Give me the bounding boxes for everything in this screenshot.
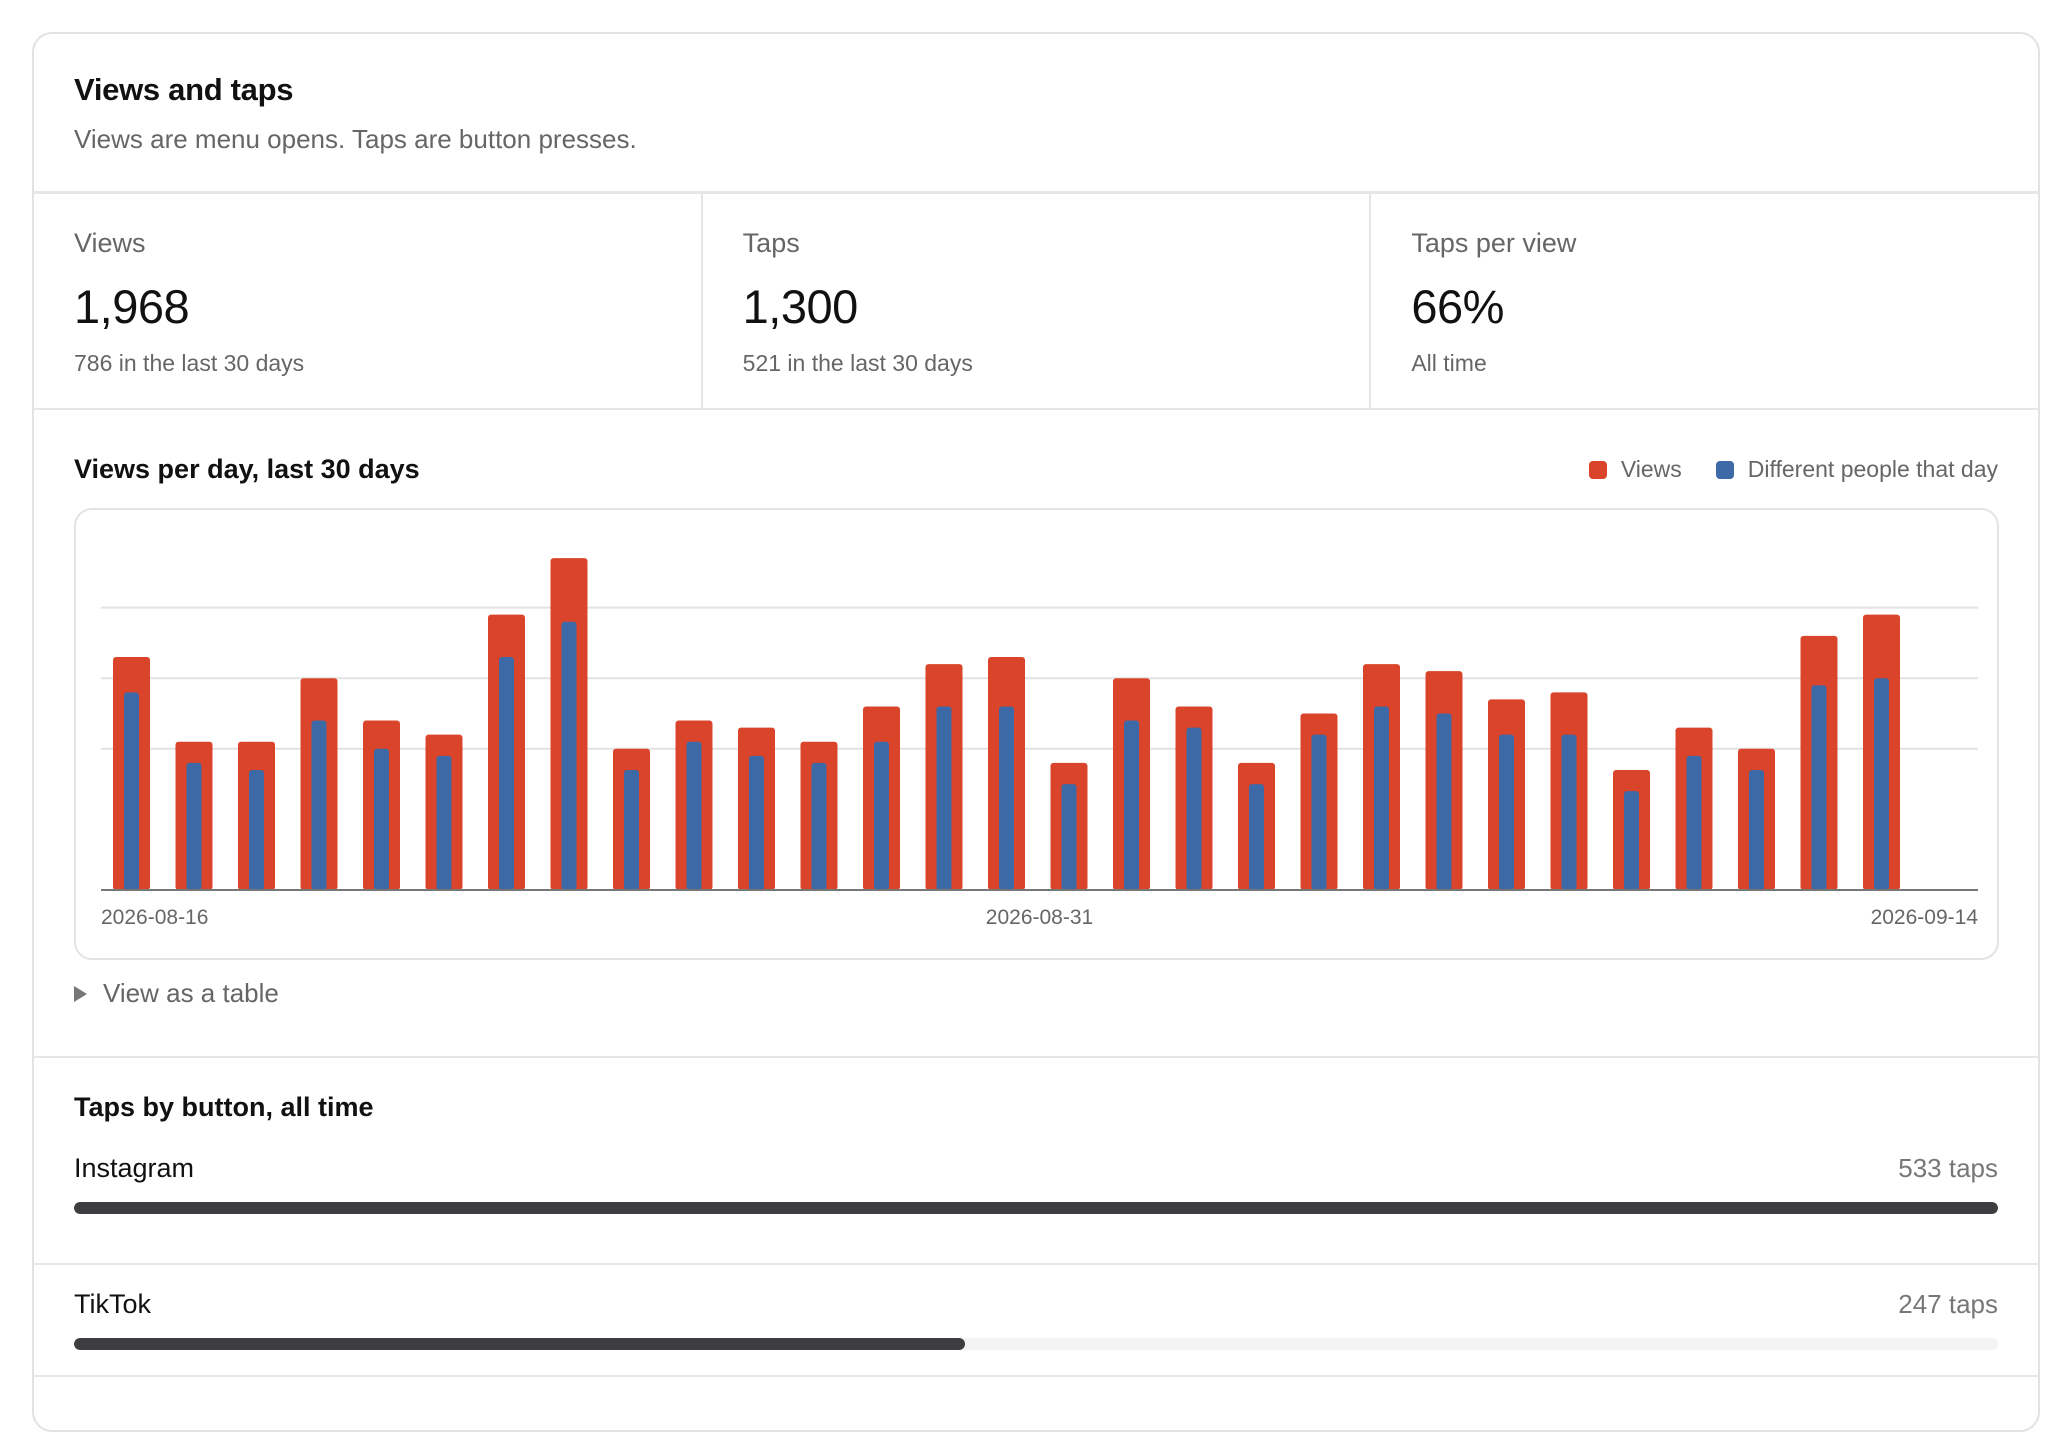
- views-chart-section: Views per day, last 30 days Views Differ…: [34, 410, 2038, 1058]
- button-tap-count: 247 taps: [1898, 1289, 1998, 1319]
- bar-people: [936, 706, 952, 890]
- tap-bar-track: [74, 1202, 1998, 1214]
- tap-bar-fill: [74, 1202, 1998, 1214]
- button-row-tiktok: TikTok 247 taps: [34, 1265, 2038, 1377]
- bar-people: [1124, 720, 1139, 890]
- taps-section-title: Taps by button, all time: [74, 1092, 374, 1122]
- button-row-instagram: Instagram 533 taps: [34, 1153, 2038, 1265]
- bar-people: [1811, 685, 1827, 890]
- legend-label-views: Views: [1620, 456, 1682, 482]
- bar-people: [1249, 784, 1264, 890]
- bar-people: [311, 720, 327, 890]
- bar-people: [1436, 713, 1452, 890]
- tap-bar-track: [74, 1338, 1998, 1350]
- card-subtitle: Views are menu opens. Taps are button pr…: [74, 124, 637, 154]
- legend-swatch-people: [1715, 460, 1734, 479]
- button-name: Instagram: [74, 1153, 195, 1183]
- stat-sub: 786 in the last 30 days: [74, 350, 305, 376]
- bar-people: [1499, 734, 1514, 890]
- disclosure-triangle-icon: [74, 985, 87, 1002]
- bar-people: [686, 741, 702, 890]
- bar-people: [1311, 734, 1327, 890]
- tap-bar-fill: [74, 1338, 965, 1350]
- stat-label: Views: [74, 228, 146, 258]
- bar-people: [749, 755, 764, 890]
- chart-title: Views per day, last 30 days: [74, 454, 420, 484]
- views-bar-chart: 2026-08-16 2026-08-31 2026-09-14: [101, 558, 1979, 929]
- stat-value: 66%: [1411, 280, 1504, 333]
- stats-row: Views 1,968 786 in the last 30 days Taps…: [34, 194, 2038, 410]
- bar-people: [1749, 769, 1764, 890]
- bar-people: [1624, 791, 1639, 890]
- stat-label: Taps per view: [1411, 228, 1577, 258]
- x-tick-label: 2026-09-14: [1871, 906, 1979, 929]
- card-title: Views and taps: [74, 72, 294, 107]
- legend-label-people: Different people that day: [1747, 456, 1998, 482]
- x-tick-label: 2026-08-31: [986, 906, 1093, 929]
- button-row-head: TikTok 247 taps: [74, 1289, 1998, 1320]
- bar-people: [124, 692, 139, 890]
- button-name: TikTok: [74, 1289, 152, 1319]
- bar-people: [561, 621, 577, 890]
- bar-people: [499, 657, 514, 890]
- stat-sub: All time: [1411, 350, 1487, 376]
- bar-people: [249, 769, 264, 890]
- bar-people: [1186, 727, 1202, 890]
- view-as-table-label: View as a table: [103, 978, 279, 1008]
- legend-item-views: Views: [1588, 456, 1682, 483]
- legend-item-people: Different people that day: [1715, 456, 1998, 483]
- view-as-table-toggle[interactable]: View as a table: [74, 978, 279, 1009]
- taps-by-button-section: Taps by button, all time: [34, 1058, 2038, 1123]
- stat-taps: Taps 1,300 521 in the last 30 days: [703, 194, 1372, 408]
- bar-people: [811, 762, 827, 890]
- card-header: Views and taps Views are menu opens. Tap…: [34, 34, 2038, 194]
- stat-value: 1,300: [742, 280, 859, 333]
- button-row-head: Instagram 533 taps: [74, 1153, 1998, 1184]
- bar-people: [1686, 755, 1702, 890]
- bar-people: [186, 762, 202, 890]
- bar-people: [1874, 678, 1889, 890]
- views-and-taps-card: Views and taps Views are menu opens. Tap…: [32, 32, 2040, 1432]
- bar-people: [1061, 784, 1077, 890]
- bar-people: [1561, 734, 1577, 890]
- bar-people: [436, 755, 452, 890]
- chart-legend: Views Different people that day: [1555, 456, 1998, 483]
- button-tap-count: 533 taps: [1898, 1153, 1998, 1183]
- legend-swatch-views: [1588, 460, 1607, 479]
- x-tick-label: 2026-08-16: [101, 906, 208, 929]
- bar-people: [1374, 706, 1389, 890]
- bar-people: [999, 706, 1014, 890]
- chart-box: 2026-08-16 2026-08-31 2026-09-14: [74, 508, 1999, 960]
- stat-label: Taps: [742, 228, 800, 258]
- stat-sub: 521 in the last 30 days: [742, 350, 973, 376]
- bar-people: [624, 769, 639, 890]
- stat-value: 1,968: [74, 280, 190, 333]
- bar-people: [374, 748, 389, 890]
- bar-people: [874, 741, 889, 890]
- stat-taps-per-view: Taps per view 66% All time: [1371, 194, 2038, 408]
- stat-views: Views 1,968 786 in the last 30 days: [34, 194, 703, 408]
